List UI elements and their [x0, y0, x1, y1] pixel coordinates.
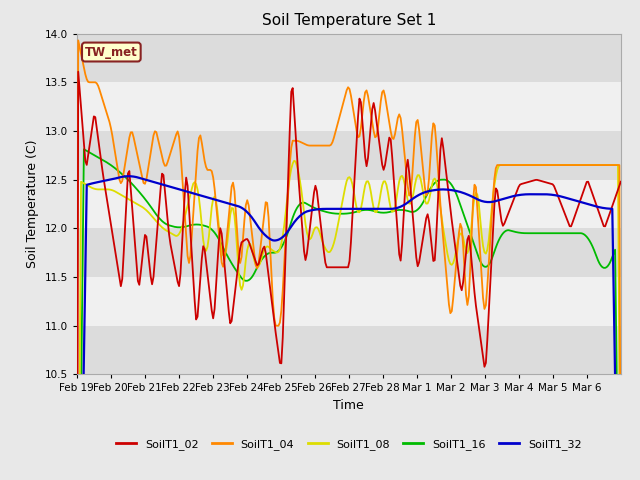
Bar — [77, 326, 621, 374]
Bar — [77, 228, 621, 277]
Bar — [77, 131, 621, 180]
Text: TW_met: TW_met — [85, 46, 138, 59]
X-axis label: Time: Time — [333, 399, 364, 412]
Title: Soil Temperature Set 1: Soil Temperature Set 1 — [262, 13, 436, 28]
Y-axis label: Soil Temperature (C): Soil Temperature (C) — [26, 140, 39, 268]
Bar — [77, 82, 621, 131]
Bar — [77, 34, 621, 82]
Legend: SoilT1_02, SoilT1_04, SoilT1_08, SoilT1_16, SoilT1_32: SoilT1_02, SoilT1_04, SoilT1_08, SoilT1_… — [111, 434, 586, 454]
Bar — [77, 180, 621, 228]
Bar — [77, 277, 621, 326]
